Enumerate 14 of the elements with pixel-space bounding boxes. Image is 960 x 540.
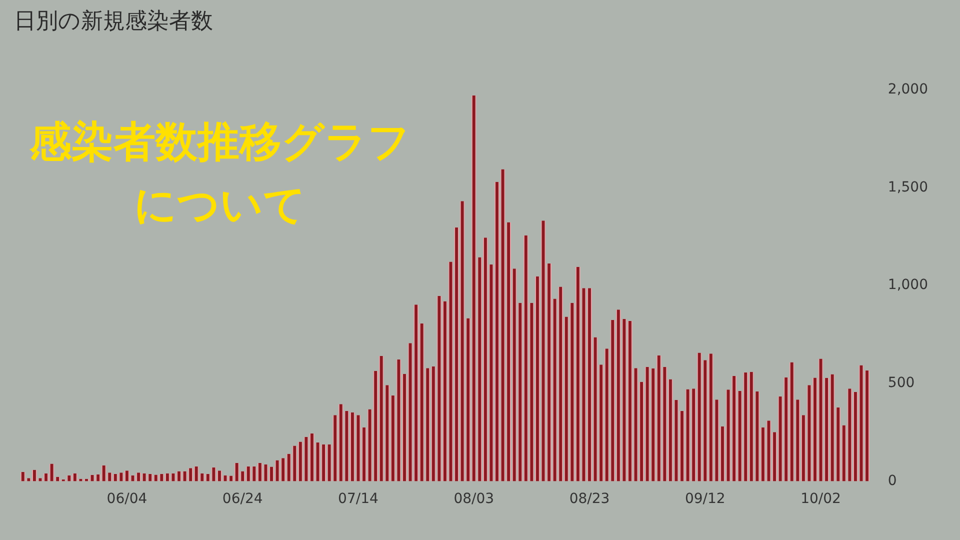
x-tick-label: 06/04 [106,491,148,508]
y-tick-label: 1,000 [888,277,928,294]
y-tick-label: 500 [888,375,915,392]
x-tick-label: 08/03 [454,491,494,508]
x-tick-label: 07/14 [338,491,378,508]
y-tick-label: 0 [888,472,897,489]
y-tick-label: 2,000 [888,82,928,98]
x-tick-label: 06/24 [222,491,263,508]
chart-title: 日別の新規感染者数 [14,8,213,36]
x-tick-label: 09/12 [684,491,726,508]
x-tick-label: 08/23 [569,491,610,508]
y-tick-label: 1,500 [888,179,928,196]
annotation: 感染者数推移グラフについて [28,116,412,231]
x-tick-label: 10/02 [800,491,841,508]
